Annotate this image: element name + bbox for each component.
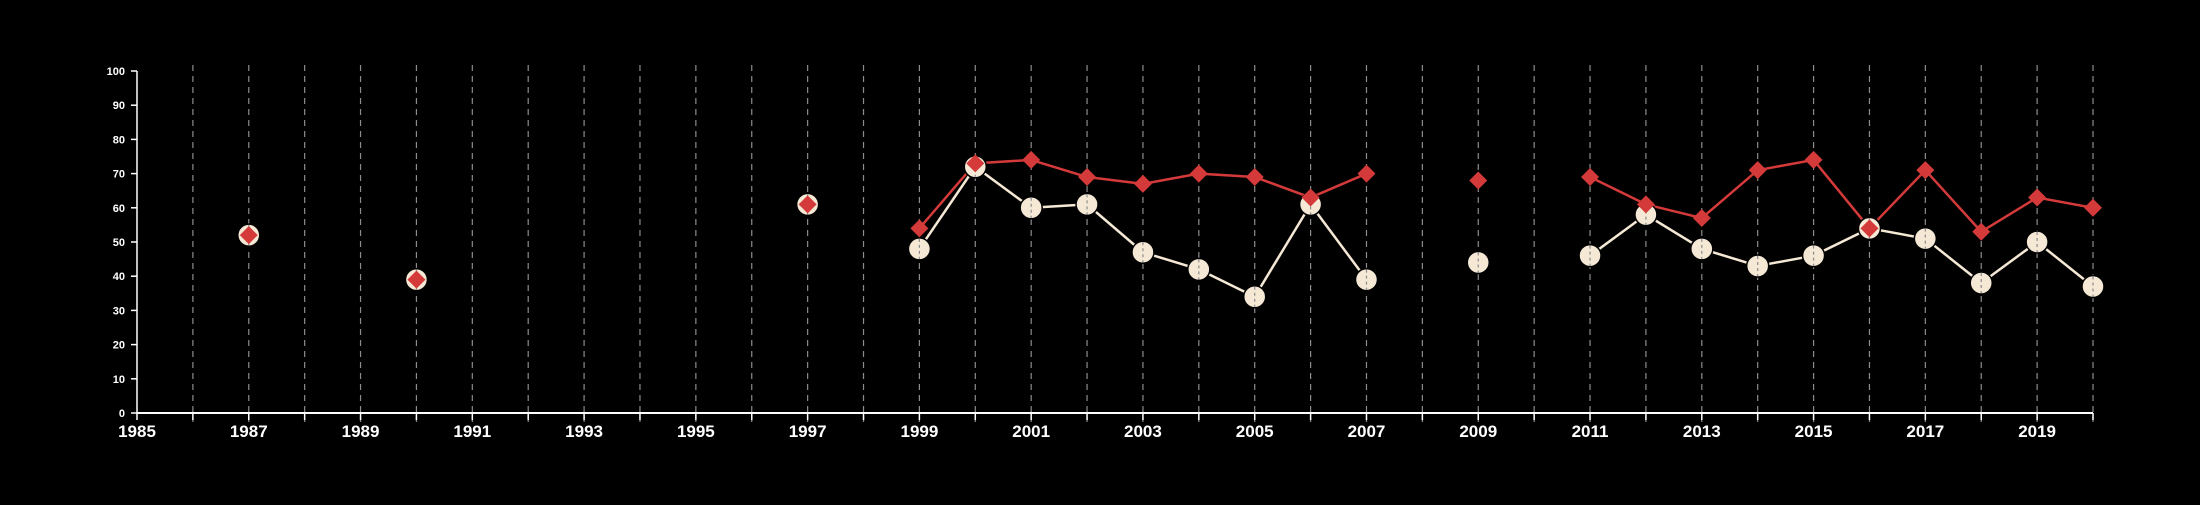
- y-tick-label: 90: [113, 100, 125, 112]
- red-point: [407, 270, 426, 289]
- axes: 0 10 20 30 40 50 60 70 80 90 100 1985 1987 1989 1991 19…: [107, 66, 2094, 441]
- cream-point: [2025, 230, 2049, 254]
- cream-point: [1466, 250, 1491, 275]
- x-tick-label: 2005: [1236, 422, 1274, 441]
- y-tick-label: 0: [119, 408, 125, 420]
- red-point: [1301, 188, 1320, 207]
- red-point: [1972, 222, 1991, 241]
- red-series-segment: [1924, 169, 1983, 233]
- x-tick-label: 1985: [118, 422, 156, 441]
- red-series-segment: [1812, 159, 1871, 230]
- red-series-segment: [1310, 172, 1367, 199]
- cream-point: [1354, 267, 1379, 292]
- cream-point: [1187, 257, 1211, 282]
- cream-series-segment: [918, 166, 977, 250]
- x-tick-label: 2001: [1012, 422, 1050, 441]
- cream-series-segment: [1309, 203, 1368, 281]
- red-point: [1189, 164, 1208, 183]
- red-series-segment: [1254, 175, 1312, 199]
- red-point: [239, 226, 258, 245]
- y-tick-label: 20: [113, 340, 125, 352]
- x-tick-label: 2017: [1906, 422, 1944, 441]
- cream-point: [1019, 196, 1043, 220]
- x-tick-label: 1991: [453, 422, 491, 441]
- cream-point: [1690, 237, 1714, 261]
- red-point: [1692, 209, 1711, 228]
- red-point: [1133, 174, 1152, 193]
- red-point: [910, 219, 929, 238]
- red-point: [1804, 150, 1823, 169]
- y-tick-label: 80: [113, 134, 125, 146]
- cream-point: [1801, 243, 1826, 268]
- x-tick-label: 1989: [342, 422, 380, 441]
- x-tick-label: 1999: [900, 422, 938, 441]
- y-tick-label: 60: [113, 203, 125, 215]
- red-series-segment: [1700, 169, 1759, 220]
- cream-series-segment: [2036, 241, 2094, 288]
- red-series-segment: [1868, 169, 1927, 230]
- x-tick-label: 2015: [1795, 422, 1833, 441]
- cream-series-segment: [1924, 237, 1983, 285]
- y-tick-label: 100: [107, 66, 125, 78]
- red-series-segment: [918, 162, 977, 230]
- red-point: [1636, 195, 1655, 214]
- red-point: [1581, 168, 1600, 187]
- y-tick-label: 50: [113, 237, 125, 249]
- red-series-segment: [1030, 158, 1088, 179]
- red-series-segment: [1589, 175, 1647, 206]
- red-point: [1469, 171, 1488, 190]
- x-tick-label: 2009: [1459, 422, 1497, 441]
- y-tick-label: 30: [113, 305, 125, 317]
- y-tick-label: 40: [113, 271, 125, 283]
- x-tick-label: 2013: [1683, 422, 1721, 441]
- x-tick-label: 1987: [230, 422, 268, 441]
- x-tick-label: 2019: [2018, 422, 2056, 441]
- y-tick-label: 70: [113, 169, 125, 181]
- red-series-segment: [1198, 172, 1255, 179]
- cream-point: [1969, 271, 1993, 295]
- data-series: [237, 150, 2105, 309]
- cream-point: [1075, 192, 1099, 217]
- red-series-segment: [1142, 172, 1200, 186]
- red-point: [1860, 219, 1879, 238]
- red-point: [1357, 164, 1376, 183]
- red-series-segment: [1086, 175, 1144, 186]
- x-tick-label: 2011: [1572, 422, 1609, 441]
- cream-point: [1745, 254, 1770, 278]
- red-point: [1022, 150, 1041, 169]
- cream-point: [1578, 243, 1602, 268]
- cream-point: [1131, 240, 1155, 265]
- cream-point: [2081, 274, 2105, 299]
- x-tick-label: 2007: [1348, 422, 1386, 441]
- y-tick-label: 10: [113, 374, 125, 386]
- cream-series-segment: [1253, 203, 1312, 298]
- red-point: [966, 154, 985, 173]
- red-series-segment: [1980, 196, 2038, 233]
- x-tick-label: 1993: [565, 422, 603, 441]
- red-point: [798, 195, 817, 214]
- red-point: [1245, 168, 1264, 187]
- red-point: [1916, 161, 1935, 180]
- red-point: [1748, 161, 1767, 180]
- red-series-segment: [2036, 196, 2094, 210]
- red-point: [1078, 168, 1097, 187]
- cream-series-segment: [1086, 203, 1144, 254]
- cream-point: [1242, 284, 1267, 309]
- cream-point: [907, 237, 932, 261]
- x-tick-label: 1995: [677, 422, 715, 441]
- red-series-segment: [1645, 203, 1703, 220]
- x-tick-label: 1997: [789, 422, 827, 441]
- cream-point: [1913, 226, 1938, 251]
- x-tick-label: 2003: [1124, 422, 1162, 441]
- red-point: [2084, 198, 2102, 217]
- red-series-segment: [1757, 158, 1814, 172]
- red-point: [2028, 188, 2047, 207]
